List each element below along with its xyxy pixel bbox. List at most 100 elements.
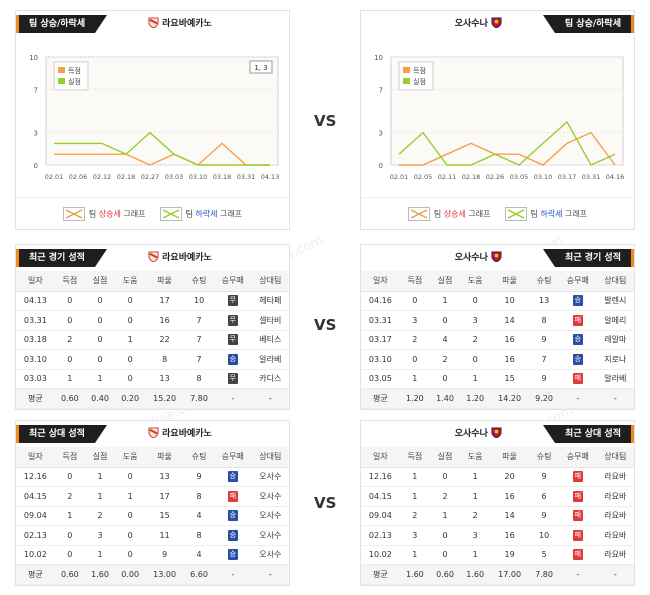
x-tick-label: 03.17: [558, 173, 577, 181]
table-row: 03.18 2 0 1 22 7 무 베티스: [16, 330, 289, 350]
legend-swatch: [58, 67, 65, 73]
away-team-name: 오사수나: [454, 19, 488, 29]
column-header: 도움: [115, 447, 146, 468]
table-row: 04.13 0 0 0 17 10 무 헤타페: [16, 291, 289, 311]
table-cell: 1: [460, 369, 491, 389]
table-cell: 0: [84, 291, 116, 311]
table-row: 02.13 3 0 3 16 10 패 라요바: [361, 525, 634, 546]
table-cell: 0: [399, 349, 430, 370]
table-cell: 14: [490, 310, 529, 331]
result-cell: 무: [214, 310, 252, 331]
result-cell: 무: [214, 291, 252, 311]
table-cell: 03.05: [361, 369, 400, 389]
table-cell: 0: [115, 369, 146, 389]
table-cell: 0: [54, 545, 85, 565]
table-cell: 7: [184, 349, 215, 370]
result-badge: 승: [572, 334, 583, 346]
table-row: 10.02 1 0 1 19 5 패 라요바: [361, 545, 634, 565]
table-cell: 1.40: [429, 388, 461, 409]
up-graph-icon: [62, 206, 85, 221]
home-h2h-table: 일자 득점 실점 도움 파울 슈팅 승무패 상대팀 12.16 0 1 0 13 9 승 오사수 04.15 2 1…: [16, 447, 289, 585]
table-cell: 발렌시: [596, 291, 634, 311]
table-cell: 9: [529, 506, 560, 526]
result-cell: 패: [559, 467, 597, 487]
table-cell: 14.20: [490, 388, 529, 409]
legend-up-item: 팀 상승세 그래프: [407, 206, 491, 221]
table-cell: 1.20: [399, 388, 430, 409]
table-cell: 12.16: [361, 467, 400, 487]
table-cell: 0: [115, 545, 146, 565]
legend-label: 득점: [413, 67, 426, 75]
table-cell: 9: [529, 330, 560, 350]
table-cell: 9: [529, 467, 560, 487]
table-cell: 16: [490, 349, 529, 370]
rayo-logo-icon: [148, 427, 159, 438]
result-badge: 무: [227, 334, 238, 346]
table-row: 04.15 2 1 1 17 8 패 오사수: [16, 486, 289, 507]
table-cell: -: [214, 388, 252, 409]
table-cell: 지로나: [596, 349, 634, 370]
table-cell: 11: [145, 525, 184, 546]
table-cell: 2: [54, 486, 85, 507]
x-tick-label: 02.05: [414, 173, 433, 181]
table-cell: 17.00: [490, 564, 529, 585]
x-tick-label: 03.05: [510, 173, 529, 181]
table-cell: 1: [460, 486, 491, 507]
home-trend-chart: 0 3 7 10 02.01 02.06 02.12 02.18 02.27 03.03 03.10…: [16, 37, 289, 197]
table-cell: 1: [399, 369, 430, 389]
legend-swatch: [403, 67, 410, 73]
table-cell: 17: [145, 291, 184, 311]
table-cell: 03.18: [16, 330, 55, 350]
table-cell: 오사수: [251, 506, 289, 526]
column-header: 승무패: [214, 271, 252, 292]
x-tick-label: 02.18: [117, 173, 136, 181]
table-row: 04.16 0 1 0 10 13 승 발렌시: [361, 291, 634, 311]
result-cell: 승: [214, 545, 252, 565]
table-cell: 알메리: [596, 310, 634, 331]
y-tick-label: 10: [29, 54, 38, 62]
result-badge: 패: [572, 373, 583, 385]
table-cell: 2: [399, 506, 430, 526]
table-cell: 7.80: [184, 388, 215, 409]
result-cell: 패: [559, 506, 597, 526]
x-tick-label: 03.03: [165, 173, 184, 181]
table-cell: 평균: [16, 388, 55, 409]
x-tick-label: 03.18: [213, 173, 232, 181]
table-row: 10.02 0 1 0 9 4 승 오사수: [16, 545, 289, 565]
table-cell: 1: [84, 467, 116, 487]
x-tick-label: 02.26: [486, 173, 505, 181]
table-cell: 0: [84, 349, 116, 370]
table-cell: 03.17: [361, 330, 400, 350]
result-badge: 패: [572, 549, 583, 561]
table-cell: 03.10: [361, 349, 400, 370]
table-cell: 14: [490, 506, 529, 526]
table-cell: 평균: [361, 564, 400, 585]
result-cell: 승: [214, 349, 252, 370]
legend-label: 득점: [68, 67, 81, 75]
home-team-name: 라요바예카노: [162, 19, 212, 29]
table-cell: 알라베: [251, 349, 289, 370]
table-cell: 셀타비: [251, 310, 289, 331]
average-row: 평균 1.60 0.60 1.60 17.00 7.80- -: [361, 564, 634, 585]
table-cell: 5: [529, 545, 560, 565]
column-header: 슈팅: [529, 447, 560, 468]
average-row: 평균 0.60 0.40 0.20 15.20 7.80- -: [16, 388, 289, 409]
table-cell: 0: [115, 349, 146, 370]
table-cell: 0.00: [115, 564, 146, 585]
table-cell: 0: [460, 349, 491, 370]
table-cell: 1: [399, 486, 430, 507]
x-tick-label: 03.31: [237, 173, 256, 181]
average-row: 평균 0.60 1.60 0.00 13.00 6.60- -: [16, 564, 289, 585]
table-cell: 3: [399, 310, 430, 331]
table-row: 03.17 2 4 2 16 9 승 레알마: [361, 330, 634, 350]
x-tick-label: 03.31: [582, 173, 601, 181]
result-cell: 승: [214, 467, 252, 487]
column-header: 실점: [429, 271, 461, 292]
table-cell: 16: [490, 525, 529, 546]
table-row: 12.16 1 0 1 20 9 패 라요바: [361, 467, 634, 487]
home-h2h-panel: 최근 상대 성적 라요바예카노 일자 득점 실점 도움 파울 슈팅 승무패 상대팀 12.16 0…: [15, 420, 290, 586]
table-cell: 12.16: [16, 467, 55, 487]
column-header: 일자: [16, 271, 55, 292]
result-badge: 패: [572, 314, 583, 326]
x-tick-label: 02.06: [69, 173, 88, 181]
